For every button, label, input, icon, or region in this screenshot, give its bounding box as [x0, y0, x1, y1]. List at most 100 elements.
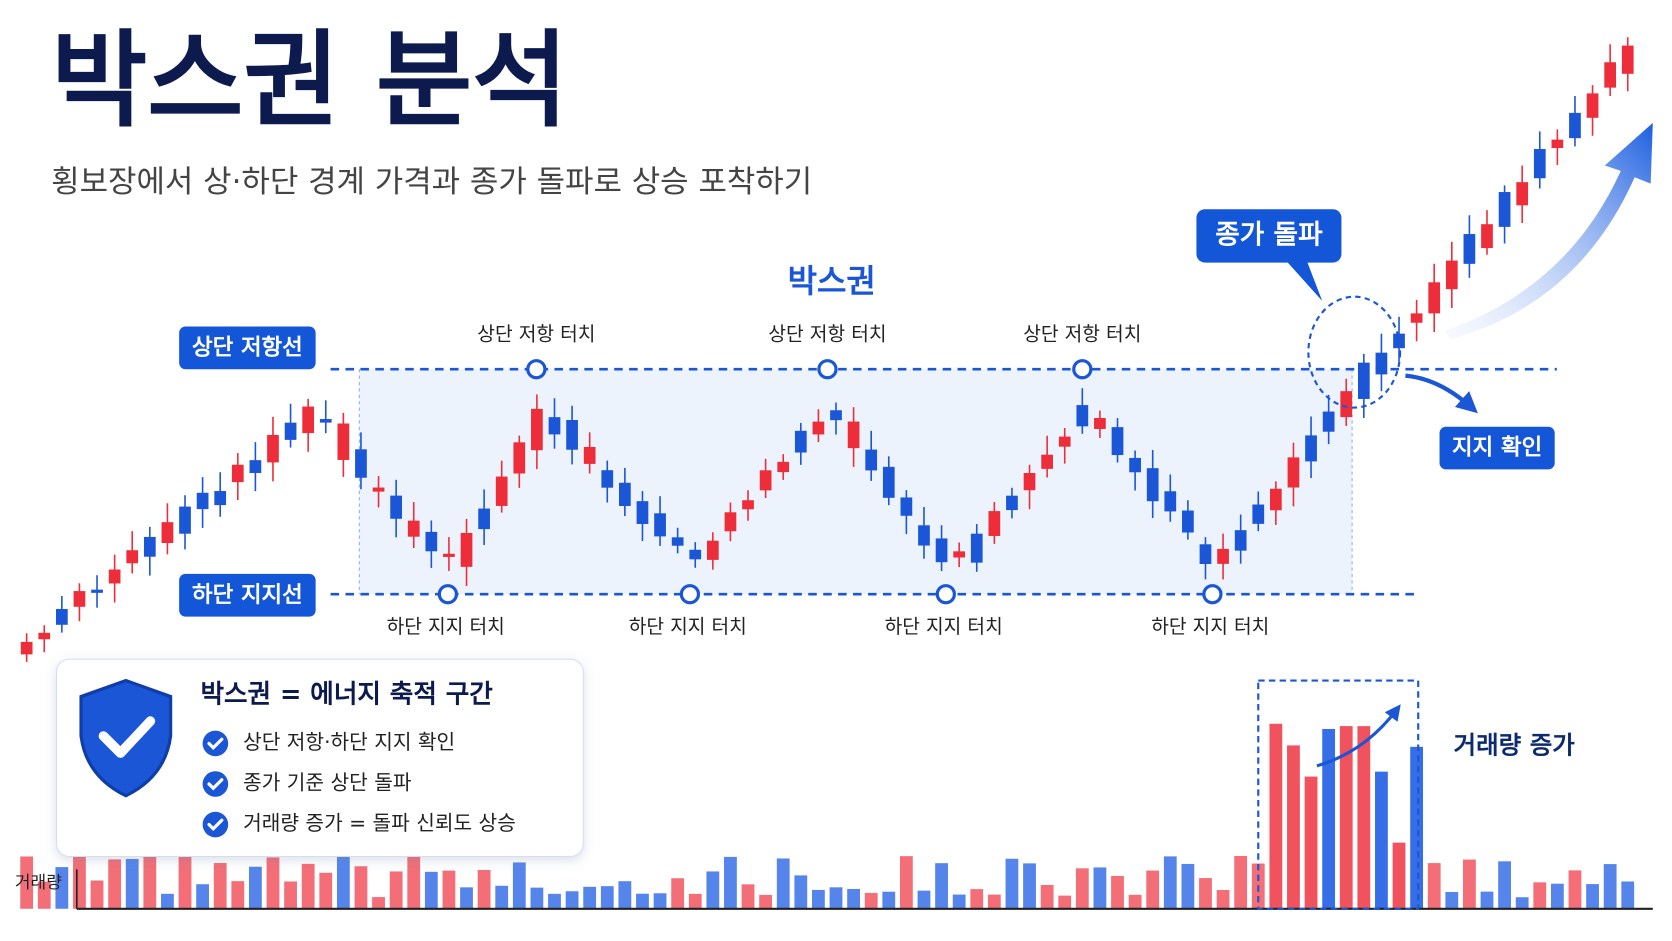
candle-body — [91, 589, 103, 593]
volume-bar — [1199, 878, 1212, 909]
check-mark — [207, 818, 224, 832]
volume-bar — [1269, 723, 1283, 909]
candle-body — [1146, 468, 1159, 502]
volume-bar — [565, 891, 579, 909]
candle-body — [654, 513, 666, 537]
volume-bar — [301, 863, 315, 909]
candle-body — [953, 551, 966, 558]
volume-bar — [1586, 884, 1599, 909]
volume-bar — [1480, 891, 1494, 909]
candle-body — [847, 421, 860, 449]
candle-body — [443, 553, 455, 557]
volume-bar — [477, 869, 491, 909]
volume-bar — [460, 887, 473, 909]
candle-body — [1182, 510, 1194, 533]
box-area — [359, 369, 1353, 595]
volume-bar — [1621, 881, 1635, 909]
candle-body — [1252, 504, 1265, 524]
candle-body — [1586, 93, 1599, 118]
background — [358, 369, 1353, 595]
volume-bar — [618, 881, 632, 909]
bubble-tail — [1284, 259, 1323, 301]
badge — [1196, 209, 1342, 263]
candle-body — [478, 508, 490, 530]
volume-bar — [688, 893, 702, 909]
panel-item: 종가 기준 상단 돌파 — [243, 771, 412, 795]
volume-bar — [178, 857, 192, 909]
volume-bar — [864, 892, 878, 909]
touch-marker — [1202, 584, 1223, 605]
volume-bar — [987, 894, 1001, 909]
volume-bar — [741, 884, 755, 909]
candle-body — [918, 525, 930, 546]
candle-body — [249, 460, 262, 473]
volume-highlight — [1257, 679, 1420, 910]
candle-body — [882, 466, 895, 498]
volume-bar — [1533, 882, 1547, 909]
candle-body — [1322, 411, 1335, 432]
candle-body — [1551, 139, 1564, 149]
volume-bar — [266, 857, 280, 909]
volume-bars — [20, 723, 1635, 909]
candle-body — [988, 511, 1001, 536]
volume-bar — [1058, 895, 1072, 909]
shield-icon — [79, 678, 173, 798]
support-touch-label: 하단 지지 터치 — [885, 615, 1003, 638]
candle-body — [1516, 182, 1529, 206]
candle-body — [1305, 435, 1317, 462]
volume-bar — [812, 889, 825, 909]
volume-bar — [1445, 891, 1459, 909]
volume-bar — [1339, 726, 1353, 909]
candle-body — [566, 420, 578, 450]
touch-marker — [1072, 359, 1093, 380]
candle-body — [742, 500, 754, 510]
volume-bar — [1568, 870, 1582, 909]
candle-body — [1094, 418, 1106, 429]
candle-body — [214, 491, 227, 506]
support-touch-label: 하단 지지 터치 — [387, 615, 505, 638]
volume-bar — [671, 878, 685, 909]
candle-body — [1481, 224, 1493, 249]
candle-body — [689, 549, 702, 560]
touch-marker — [526, 359, 547, 380]
trend-arrow — [1444, 122, 1653, 340]
candle-body — [108, 569, 121, 584]
volume-bar — [1463, 859, 1476, 909]
candle-body — [706, 540, 719, 560]
volume-bar — [20, 856, 34, 909]
panel-item: 상단 저항·하단 지지 확인 — [243, 730, 455, 754]
check-mark — [207, 737, 224, 751]
candle-body — [1340, 391, 1353, 418]
candle-body — [1357, 362, 1370, 399]
candle-body — [583, 446, 596, 464]
touch-marker — [935, 584, 956, 605]
volume-bar — [776, 858, 790, 909]
candle-body — [1410, 313, 1423, 323]
candle-body — [143, 536, 156, 557]
support-label: 하단 지지선 — [192, 582, 303, 608]
volume-bar — [917, 890, 931, 909]
volume-bar — [161, 893, 174, 909]
volume-bar — [1550, 883, 1564, 909]
candle-body — [1076, 405, 1089, 427]
volume-bar — [1128, 894, 1142, 909]
volume-bar — [794, 875, 808, 909]
candle-body — [55, 608, 68, 625]
volume-axis-label: 거래량 — [15, 873, 62, 893]
volume-bar — [1005, 858, 1019, 909]
candle-body — [284, 422, 297, 440]
candle-body — [73, 591, 86, 607]
subtitle: 횡보장에서 상·하단 경계 가격과 종가 돌파로 상승 포착하기 — [51, 164, 812, 200]
candle-body — [935, 538, 948, 563]
candle-body — [302, 406, 315, 434]
support-touch-label: 하단 지지 터치 — [629, 615, 747, 638]
candle-body — [724, 512, 737, 532]
candle-body — [372, 487, 385, 492]
volume-bar — [1357, 726, 1371, 909]
volume-bar — [1392, 842, 1406, 909]
arrow — [1405, 373, 1478, 414]
volume-bar — [424, 871, 438, 909]
candle-body — [20, 641, 33, 655]
